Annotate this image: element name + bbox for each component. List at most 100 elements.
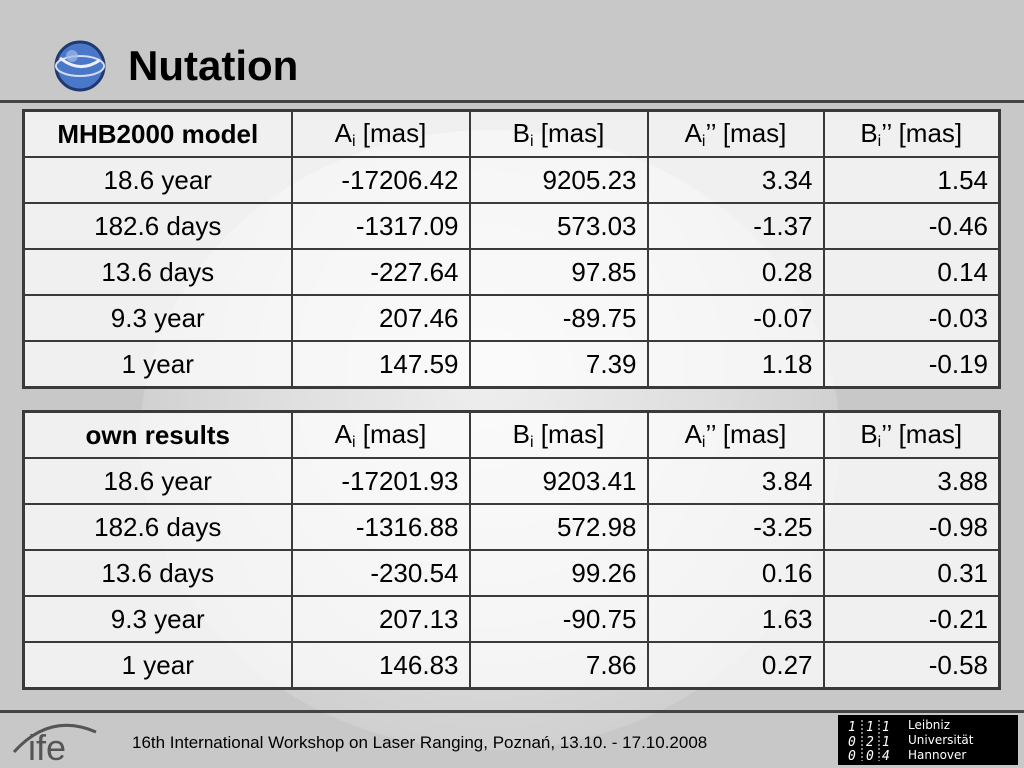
- ife-logo: ife: [12, 723, 97, 764]
- model-header: own results: [22, 410, 293, 459]
- value-cell: -3.25: [646, 503, 825, 551]
- luh-digit: 0: [848, 735, 856, 750]
- period-cell: 9.3 year: [22, 595, 293, 643]
- column-header: Ai’’ [mas]: [646, 109, 825, 158]
- column-header: Ai [mas]: [290, 109, 471, 158]
- header-symbol: B: [860, 117, 878, 148]
- header-subscript: i: [701, 132, 706, 150]
- value-cell: 147.59: [290, 340, 471, 389]
- value-cell: 9205.23: [468, 156, 649, 204]
- value-cell: 0.16: [646, 549, 825, 597]
- mhb2000-table: MHB2000 model Ai [mas] Bi [mas] Ai’’ [ma…: [22, 109, 1001, 389]
- value-cell: 7.86: [468, 641, 649, 690]
- period-cell: 182.6 days: [22, 202, 293, 250]
- value-cell: 207.13: [290, 595, 471, 643]
- own-results-table: own results Ai [mas] Bi [mas] Ai’’ [mas]…: [22, 410, 1001, 690]
- header-symbol: A: [684, 418, 702, 449]
- table-header-row: own results Ai [mas] Bi [mas] Ai’’ [mas]…: [22, 410, 1001, 459]
- header-subscript: i: [529, 132, 534, 150]
- value-cell: 3.88: [822, 457, 1001, 505]
- header-unit: [mas]: [533, 418, 605, 449]
- table-row: 9.3 year 207.46 -89.75 -0.07 -0.03: [22, 294, 1001, 342]
- value-cell: -1317.09: [290, 202, 471, 250]
- column-header: Ai [mas]: [290, 410, 471, 459]
- value-cell: 1.18: [646, 340, 825, 389]
- value-cell: -0.21: [822, 595, 1001, 643]
- column-header: Bi [mas]: [468, 410, 649, 459]
- value-cell: -0.58: [822, 641, 1001, 690]
- period-cell: 9.3 year: [22, 294, 293, 342]
- header-subscript: i: [351, 132, 356, 150]
- luh-digit: 1: [848, 720, 856, 735]
- luh-line: Universität: [908, 732, 974, 747]
- header-subscript: i: [877, 132, 882, 150]
- column-header: Bi [mas]: [468, 109, 649, 158]
- table-row: 1 year 146.83 7.86 0.27 -0.58: [22, 641, 1001, 690]
- period-cell: 18.6 year: [22, 156, 293, 204]
- value-cell: -1.37: [646, 202, 825, 250]
- value-cell: -230.54: [290, 549, 471, 597]
- luh-digit: 1: [866, 720, 874, 735]
- value-cell: -227.64: [290, 248, 471, 296]
- table-row: 182.6 days -1317.09 573.03 -1.37 -0.46: [22, 202, 1001, 250]
- luh-digit: 4: [882, 749, 890, 762]
- luh-digit: 0: [866, 749, 874, 762]
- header-unit: [mas]: [355, 418, 427, 449]
- own-results-rows: 18.6 year -17201.93 9203.41 3.84 3.88 182.6 d…: [22, 457, 1001, 690]
- mhb2000-rows: 18.6 year -17206.42 9205.23 3.34 1.54 182.6 d…: [22, 156, 1001, 389]
- header-symbol: B: [860, 418, 878, 449]
- footer-divider: [0, 710, 1024, 713]
- value-cell: -0.98: [822, 503, 1001, 551]
- ife-logo-text: ife: [28, 727, 66, 764]
- header-symbol: A: [334, 117, 352, 148]
- value-cell: -0.07: [646, 294, 825, 342]
- header-symbol: B: [512, 117, 530, 148]
- header-unit: ’’ [mas]: [705, 418, 787, 449]
- value-cell: 97.85: [468, 248, 649, 296]
- value-cell: 3.84: [646, 457, 825, 505]
- header-subscript: i: [351, 433, 356, 451]
- header-unit: [mas]: [355, 117, 427, 148]
- value-cell: 572.98: [468, 503, 649, 551]
- header-unit: ’’ [mas]: [881, 418, 963, 449]
- globe-logo-icon: [54, 40, 106, 92]
- header-symbol: A: [684, 117, 702, 148]
- value-cell: 0.31: [822, 549, 1001, 597]
- table-row: 13.6 days -230.54 99.26 0.16 0.31: [22, 549, 1001, 597]
- value-cell: 9203.41: [468, 457, 649, 505]
- luh-digit: 1: [882, 720, 890, 735]
- luh-line: Hannover: [908, 747, 967, 762]
- page-title: Nutation: [128, 42, 299, 89]
- value-cell: 99.26: [468, 549, 649, 597]
- value-cell: -0.03: [822, 294, 1001, 342]
- luh-digit: 2: [866, 735, 874, 750]
- column-header: Ai’’ [mas]: [646, 410, 825, 459]
- value-cell: 0.14: [822, 248, 1001, 296]
- table-row: 1 year 147.59 7.39 1.18 -0.19: [22, 340, 1001, 389]
- value-cell: -0.46: [822, 202, 1001, 250]
- value-cell: -90.75: [468, 595, 649, 643]
- leibniz-university-logo: 1 1 1 0 2 1 0 0 4 Leibniz Universität Ha…: [838, 715, 1018, 765]
- luh-mark-icon: 1 1 1 0 2 1 0 0 4: [848, 720, 890, 762]
- header-subscript: i: [877, 433, 882, 451]
- period-cell: 18.6 year: [22, 457, 293, 505]
- header-divider: [0, 100, 1024, 103]
- header-symbol: A: [334, 418, 352, 449]
- luh-logo-text: Leibniz Universität Hannover: [908, 718, 974, 763]
- value-cell: -17201.93: [290, 457, 471, 505]
- header-subscript: i: [701, 433, 706, 451]
- value-cell: 3.34: [646, 156, 825, 204]
- period-cell: 13.6 days: [22, 549, 293, 597]
- luh-digit: 0: [848, 749, 856, 762]
- table-row: 18.6 year -17201.93 9203.41 3.84 3.88: [22, 457, 1001, 505]
- value-cell: -0.19: [822, 340, 1001, 389]
- header-symbol: B: [512, 418, 530, 449]
- value-cell: 0.27: [646, 641, 825, 690]
- model-header: MHB2000 model: [22, 109, 293, 158]
- period-cell: 1 year: [22, 641, 293, 690]
- value-cell: -1316.88: [290, 503, 471, 551]
- value-cell: 0.28: [646, 248, 825, 296]
- table-row: 182.6 days -1316.88 572.98 -3.25 -0.98: [22, 503, 1001, 551]
- value-cell: 146.83: [290, 641, 471, 690]
- luh-line: Leibniz: [908, 717, 951, 732]
